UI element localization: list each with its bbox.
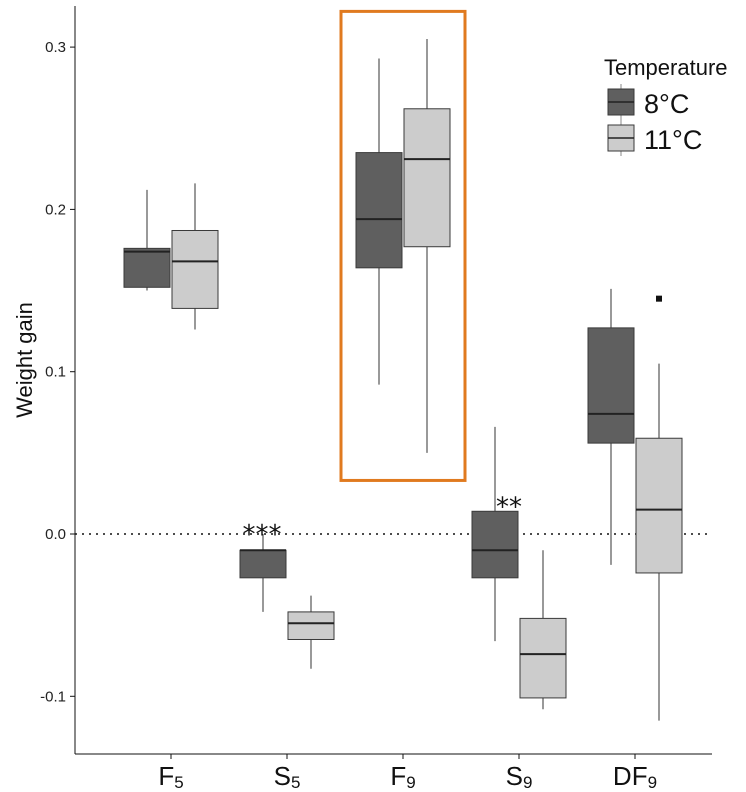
significance-label: *** [243, 520, 282, 550]
y-tick-label: 0.1 [45, 364, 66, 381]
legend-label: 8°C [644, 89, 689, 119]
box-11c-3 [519, 550, 567, 710]
box-body [471, 510, 519, 579]
box-11c-4 [635, 363, 683, 721]
box-body [287, 611, 335, 640]
box-body [239, 549, 287, 579]
box-11c-2 [403, 38, 451, 453]
box-body [171, 229, 219, 309]
x-tick-label: S9 [506, 761, 533, 792]
x-tick-label: F9 [390, 761, 415, 792]
box-body [519, 617, 567, 699]
box-8c-2 [355, 58, 403, 385]
y-tick-label: 0.2 [45, 201, 66, 218]
box-11c-0 [171, 183, 219, 330]
box-8c-0 [123, 189, 171, 291]
y-tick-label: 0.3 [45, 39, 66, 56]
box-body [355, 152, 403, 269]
x-tick-label: F5 [158, 761, 183, 792]
box-8c-4 [587, 288, 635, 565]
box-8c-1 [239, 534, 287, 612]
box-11c-1 [287, 595, 335, 669]
highlight-frame [339, 9, 467, 482]
box-body [123, 247, 171, 288]
box-body [587, 327, 635, 444]
box-body [635, 437, 683, 574]
significance-marker [656, 295, 662, 302]
y-axis-title: Weight gain [12, 302, 37, 418]
significance-label: ** [496, 492, 522, 522]
x-tick-label: DF9 [613, 761, 657, 792]
y-tick-label: -0.1 [40, 688, 66, 705]
legend-title: Temperature [604, 55, 728, 80]
legend-label: 11°C [644, 125, 702, 155]
x-tick-label: S5 [274, 761, 301, 792]
box-body [403, 108, 451, 248]
box-8c-3 [471, 426, 519, 642]
y-tick-label: 0.0 [45, 526, 66, 543]
